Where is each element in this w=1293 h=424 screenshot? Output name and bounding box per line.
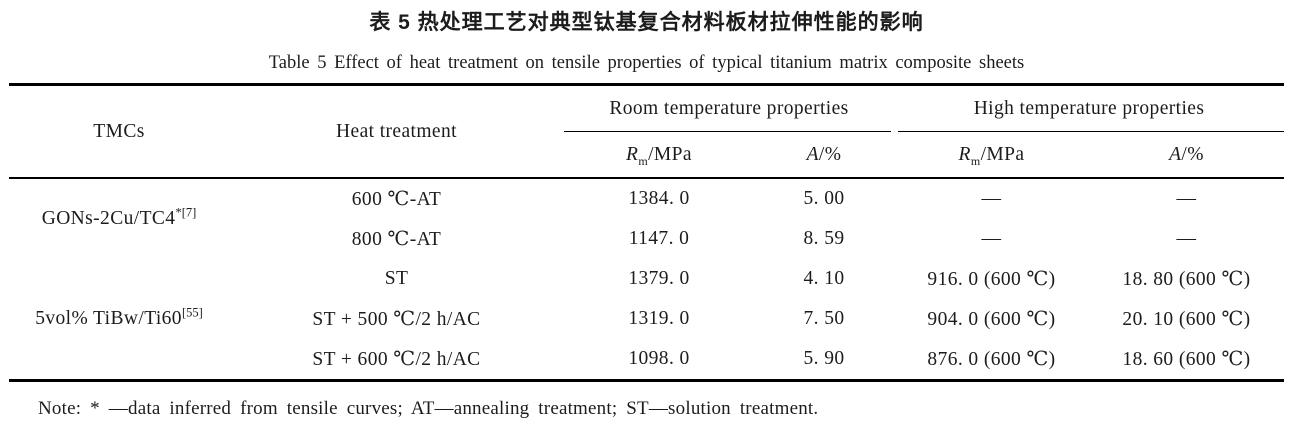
col-header-ht-a: A/% xyxy=(1089,132,1285,179)
col-header-ht-rm: Rm/MPa xyxy=(894,132,1089,179)
rm-symbol: R xyxy=(626,143,639,165)
ht-rm-value: 904. 0 (600 ℃) xyxy=(927,309,1056,330)
tmc-name-cell: 5vol% TiBw/Ti60[55] xyxy=(9,259,229,381)
a-symbol: A xyxy=(1169,143,1182,165)
table-row: GONs-2Cu/TC4*[7] 600 ℃-AT 1384. 0 5. 00 … xyxy=(9,178,1284,229)
ht-rm-value: 916. 0 (600 ℃) xyxy=(927,269,1056,290)
a-unit: /% xyxy=(818,143,842,165)
col-header-heat-treatment: Heat treatment xyxy=(229,84,564,179)
ht-rm-value: — xyxy=(981,228,1002,249)
table-row: ST + 600 ℃/2 h/AC 1098. 0 5. 90 876. 0 (… xyxy=(9,339,1284,381)
rt-a-value: 7. 50 xyxy=(803,308,845,329)
heat-treatment-cell: ST xyxy=(384,268,409,289)
rt-rm-value: 1147. 0 xyxy=(628,228,690,249)
ht-a-value: — xyxy=(1176,188,1197,209)
rt-rm-value: 1379. 0 xyxy=(628,268,690,289)
tmc-name: GONs-2Cu/TC4 xyxy=(41,208,176,229)
rt-rm-value: 1319. 0 xyxy=(628,308,690,329)
ht-a-value: 18. 80 (600 ℃) xyxy=(1122,269,1251,290)
rm-unit: /MPa xyxy=(980,143,1025,165)
rm-subscript: m xyxy=(638,153,649,168)
rm-subscript: m xyxy=(970,153,981,168)
header-sub-row: Rm/MPa A/% Rm/MPa A/% xyxy=(9,132,1285,179)
tensile-properties-table: TMCs Heat treatment Room temperature pro… xyxy=(9,83,1285,382)
col-header-rt-rm: Rm/MPa xyxy=(564,132,754,179)
rt-a-value: 5. 90 xyxy=(803,348,845,369)
a-unit: /% xyxy=(1181,143,1204,165)
heat-treatment-cell: 800 ℃-AT xyxy=(351,229,442,250)
rt-rm-value: 1384. 0 xyxy=(628,188,690,209)
tmc-name: 5vol% TiBw/Ti60 xyxy=(35,308,182,329)
rm-unit: /MPa xyxy=(648,143,692,165)
heat-treatment-cell: 600 ℃-AT xyxy=(351,189,442,210)
ht-rm-value: — xyxy=(981,188,1002,209)
rt-a-value: 5. 00 xyxy=(803,188,845,209)
rt-a-value: 4. 10 xyxy=(803,268,845,289)
rt-a-value: 8. 59 xyxy=(803,228,845,249)
header-group-row: TMCs Heat treatment Room temperature pro… xyxy=(9,84,1285,179)
col-header-rt-a: A/% xyxy=(754,132,894,179)
heat-treatment-cell: ST + 500 ℃/2 h/AC xyxy=(312,309,481,330)
col-group-room-temperature: Room temperature properties xyxy=(564,85,894,133)
table-row: 800 ℃-AT 1147. 0 8. 59 — — xyxy=(9,219,1284,259)
col-group-high-temperature: High temperature properties xyxy=(894,85,1285,133)
table-row: ST + 500 ℃/2 h/AC 1319. 0 7. 50 904. 0 (… xyxy=(9,299,1284,339)
table-title-en: Table 5 Effect of heat treatment on tens… xyxy=(268,53,1025,73)
tmc-reference: [55] xyxy=(181,305,203,320)
table-row: 5vol% TiBw/Ti60[55] ST 1379. 0 4. 10 916… xyxy=(9,259,1284,329)
ht-a-value: 20. 10 (600 ℃) xyxy=(1122,309,1251,330)
rt-rm-value: 1098. 0 xyxy=(628,348,690,369)
tmc-name-cell: GONs-2Cu/TC4*[7] xyxy=(9,178,229,259)
a-symbol: A xyxy=(806,143,819,165)
tmc-reference: *[7] xyxy=(175,205,197,220)
heat-treatment-cell: ST + 600 ℃/2 h/AC xyxy=(312,349,481,370)
table-note: Note: * —data inferred from tensile curv… xyxy=(38,398,819,419)
ht-rm-value: 876. 0 (600 ℃) xyxy=(927,349,1056,370)
rm-symbol: R xyxy=(958,143,971,165)
ht-a-value: 18. 60 (600 ℃) xyxy=(1122,349,1251,370)
ht-a-value: — xyxy=(1176,228,1197,249)
col-header-tmcs: TMCs xyxy=(9,84,229,179)
table-title-zh: 表 5 热处理工艺对典型钛基复合材料板材拉伸性能的影响 xyxy=(369,11,924,34)
